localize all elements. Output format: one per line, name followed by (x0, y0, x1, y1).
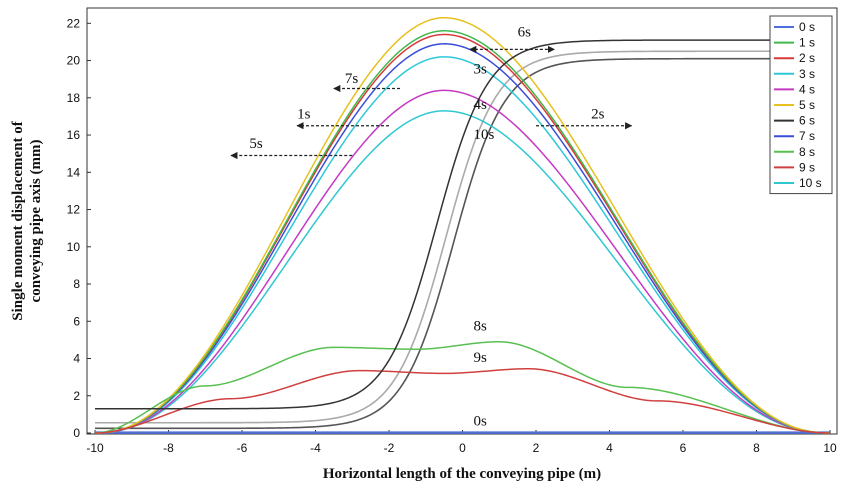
annotation-label: 7s (345, 71, 359, 87)
x-tick-label: -6 (237, 441, 248, 455)
annotation-label: 3s (474, 62, 488, 78)
y-tick-label: 14 (67, 165, 81, 179)
x-tick-label: 0 (459, 441, 466, 455)
legend-label: 10 s (799, 176, 822, 190)
x-tick-label: 4 (606, 441, 613, 455)
y-axis: 0 2 4 6 8 10 12 14 16 18 20 22 (67, 16, 91, 440)
series-line-4s (94, 89, 831, 434)
y-tick-label: 8 (73, 277, 80, 291)
annotation-label: 9s (474, 350, 488, 366)
y-axis-title-line2: conveying pipe axis (mm) (28, 140, 44, 303)
annotation-label: 8s (474, 319, 488, 335)
series-line-unlabeled (95, 57, 830, 430)
y-tick-label: 12 (67, 203, 81, 217)
x-tick-label: -4 (310, 441, 321, 455)
legend-label: 1 s (799, 36, 815, 50)
legend-label: 0 s (799, 20, 815, 34)
annotation-label: 10s (474, 127, 495, 143)
annotation-label: 5s (249, 136, 263, 152)
y-tick-label: 18 (67, 91, 81, 105)
x-tick-label: -8 (163, 441, 174, 455)
series-line-7s (94, 43, 831, 434)
series-line-1s (94, 30, 831, 434)
annotation-label: 0s (474, 414, 488, 430)
y-tick-label: 10 (67, 240, 81, 254)
series-line-3s (94, 56, 831, 434)
x-tick-label: 10 (823, 441, 837, 455)
series-line-10s (94, 110, 831, 434)
legend-label: 5 s (799, 98, 815, 112)
legend-label: 2 s (799, 51, 815, 65)
annotation-label: 1s (297, 106, 311, 122)
series-line-9s (94, 368, 831, 434)
series-line-8s (94, 340, 831, 434)
legend-label: 8 s (799, 145, 815, 159)
x-axis-title: Horizontal length of the conveying pipe … (323, 466, 601, 482)
legend-label: 3 s (799, 67, 815, 81)
series-line-5s (94, 16, 831, 434)
series-line-unlabeled (95, 50, 830, 424)
legend-label: 9 s (799, 160, 815, 174)
annotation-label: 2s (591, 106, 605, 122)
curve-annotations: 6s 7s 3s 4s 1s 2s 10s 5s 8s 9s 0s (249, 24, 604, 429)
legend-label: 6 s (799, 114, 815, 128)
legend: 0 s 1 s2 s 3 s4 s 5 s 6 s7 s 8 s9 s 10 s (769, 15, 833, 195)
series-line-6s (95, 39, 830, 410)
plot-frame (86, 7, 838, 435)
annotation-label: 4s (474, 97, 488, 113)
y-tick-label: 6 (73, 314, 80, 328)
legend-label: 4 s (799, 82, 815, 96)
annotation-label: 6s (518, 24, 532, 40)
x-tick-label: -10 (86, 441, 104, 455)
y-tick-label: 22 (67, 16, 81, 30)
x-tick-label: 2 (533, 441, 540, 455)
annotation-arrows (230, 45, 633, 160)
legend-label: 7 s (799, 129, 815, 143)
y-axis-title-line1: Single moment displacement of (10, 120, 26, 321)
series-lines (94, 16, 831, 434)
x-tick-label: 6 (680, 441, 687, 455)
x-tick-label: 8 (753, 441, 760, 455)
x-tick-label: -2 (384, 441, 395, 455)
y-tick-label: 0 (73, 426, 80, 440)
y-tick-label: 2 (73, 389, 80, 403)
y-tick-label: 20 (67, 54, 81, 68)
y-tick-label: 4 (73, 352, 80, 366)
y-tick-label: 16 (67, 128, 81, 142)
